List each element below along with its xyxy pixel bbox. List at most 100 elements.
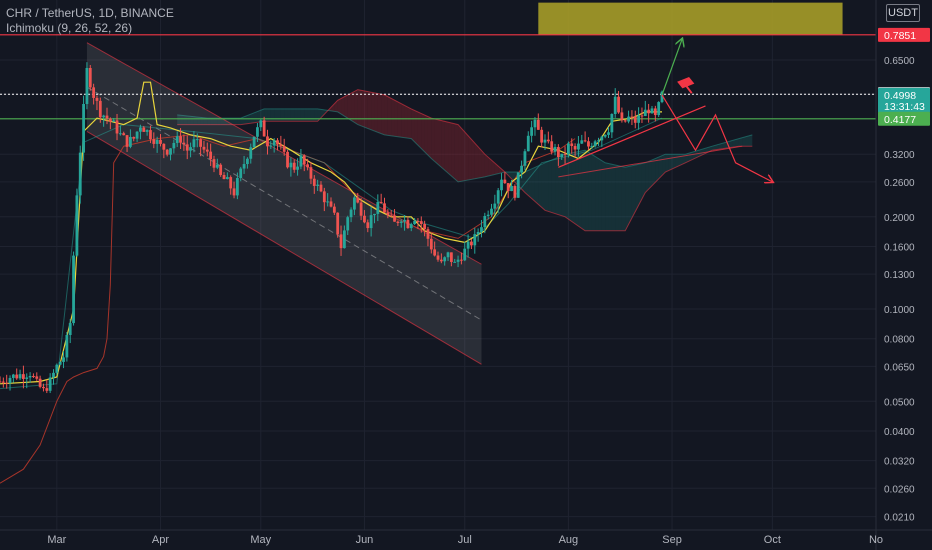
cloud-segment: [320, 109, 325, 118]
cloud-segment: [203, 117, 208, 125]
candle-body: [516, 172, 520, 198]
cloud-segment: [361, 90, 365, 128]
candle-body: [593, 141, 597, 147]
y-tick-label: 0.2600: [884, 178, 915, 189]
cloud-segment: [267, 108, 271, 122]
candle-body: [493, 203, 497, 209]
candle-body: [446, 252, 450, 258]
candle-body: [363, 215, 366, 223]
candle-body: [597, 140, 600, 142]
candle-body: [483, 215, 487, 228]
candle-body: [292, 162, 296, 170]
currency-unit[interactable]: USDT: [886, 4, 920, 22]
candle-body: [272, 140, 276, 146]
candle-body: [48, 377, 52, 391]
candle-body: [490, 208, 493, 215]
candle-body: [577, 143, 580, 150]
cloud-segment: [461, 128, 465, 182]
candle-body: [0, 381, 2, 383]
cloud-segment: [357, 89, 362, 126]
candle-body: [219, 164, 223, 175]
candle-body: [118, 133, 122, 135]
candle-body: [463, 248, 467, 261]
candle-body: [460, 259, 463, 261]
cloud-segment: [575, 151, 579, 227]
candle-body: [8, 377, 12, 384]
cloud-segment: [528, 168, 532, 199]
cloud-segment: [404, 105, 408, 139]
cloud-segment: [618, 165, 622, 231]
candle-body: [403, 219, 406, 222]
cloud-segment: [601, 160, 606, 231]
candle-body: [473, 234, 477, 246]
candle-body: [503, 179, 507, 184]
cloud-segment: [381, 94, 385, 135]
x-tick-label: Jul: [458, 534, 472, 546]
cloud-segment: [374, 92, 378, 133]
candle-body: [75, 195, 79, 256]
candle-body: [580, 140, 584, 144]
candle-body: [95, 97, 99, 101]
candle-body: [199, 139, 203, 147]
candle-body: [439, 259, 443, 262]
candle-body: [336, 212, 340, 235]
candle-body: [476, 231, 480, 235]
candle-body: [620, 112, 624, 121]
cloud-segment: [605, 162, 609, 231]
indicator-title[interactable]: Ichimoku (9, 26, 52, 26): [6, 21, 133, 35]
y-tick-label: 0.6500: [884, 56, 915, 67]
candle-body: [262, 120, 266, 137]
x-tick-label: Mar: [47, 534, 66, 546]
cloud-segment: [471, 139, 475, 180]
candle-body: [25, 377, 29, 379]
cloud-segment: [551, 158, 556, 214]
candle-body: [366, 222, 370, 229]
cloud-segment: [384, 94, 388, 136]
cloud-segment: [277, 108, 281, 122]
candle-body: [179, 136, 182, 143]
candle-body: [185, 144, 189, 151]
cloud-segment: [538, 164, 542, 208]
x-tick-label: May: [250, 534, 271, 546]
candle-body: [637, 115, 641, 123]
candle-body: [332, 206, 336, 213]
candle-body: [52, 372, 55, 378]
symbol-title[interactable]: CHR / TetherUS, 1D, BINANCE: [6, 6, 174, 20]
candle-body: [232, 188, 236, 196]
cloud-segment: [274, 108, 278, 122]
price-label-bg: [878, 98, 930, 113]
candle-body: [72, 255, 75, 324]
candle-body: [149, 130, 152, 140]
cloud-segment: [407, 107, 412, 139]
candle-body: [209, 151, 213, 160]
cloud-segment: [591, 154, 596, 231]
candle-body: [88, 67, 92, 88]
candle-body: [229, 177, 233, 189]
candle-body: [235, 178, 239, 196]
cloud-segment: [424, 115, 428, 156]
cloud-segment: [341, 96, 345, 117]
ichimoku-cloud: [177, 89, 753, 232]
candle-body: [205, 149, 209, 152]
cloud-segment: [244, 115, 248, 125]
candle-body: [603, 134, 607, 137]
cloud-segment: [712, 145, 716, 151]
cloud-segment: [183, 115, 188, 125]
time-axis[interactable]: Mar Apr May Jun Jul Aug Sep Oct No: [0, 529, 932, 546]
candle-body: [449, 252, 453, 262]
candle-body: [135, 131, 139, 139]
price-axis[interactable]: 0.0210 0.0260 0.0320 0.0400 0.0500 0.0650 0.08…: [875, 0, 915, 550]
candle-body: [296, 166, 299, 170]
candle-body: [660, 91, 664, 103]
cloud-segment: [498, 166, 502, 174]
y-tick-label: 0.0400: [884, 427, 915, 438]
cloud-segment: [337, 98, 342, 114]
candle-body: [299, 155, 303, 167]
candle-body: [376, 202, 380, 214]
candle-body: [282, 146, 286, 152]
y-tick-label: 0.2000: [884, 213, 915, 224]
candle-body: [369, 215, 373, 229]
candle-body: [570, 143, 574, 147]
cloud-segment: [571, 152, 576, 224]
